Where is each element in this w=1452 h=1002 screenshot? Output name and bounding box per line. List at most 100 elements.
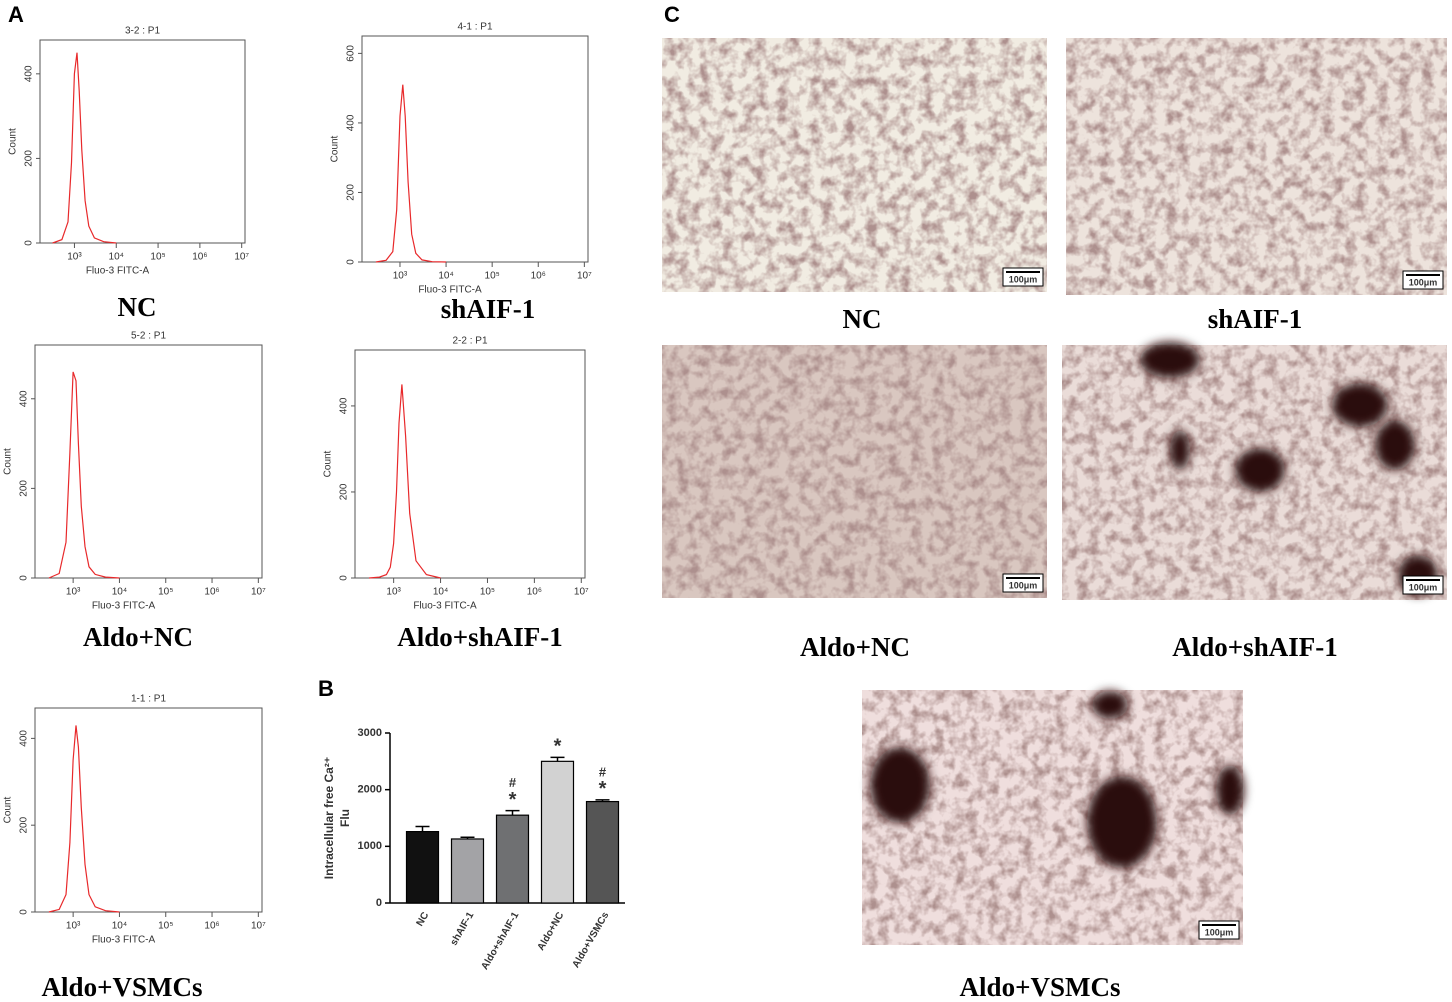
y-axis-label: Intracellular free Ca²⁺ bbox=[322, 757, 336, 879]
x-axis-label: Fluo-3 FITC-A bbox=[413, 601, 477, 612]
calcified-nodule bbox=[1375, 420, 1415, 470]
x-tick-label: 10⁴ bbox=[112, 587, 127, 598]
x-tick-label: 10³ bbox=[66, 921, 81, 932]
y-tick-label: 400 bbox=[19, 390, 30, 407]
calcified-nodule bbox=[1170, 430, 1190, 470]
scale-bar-label: 100μm bbox=[1409, 582, 1438, 592]
x-tick-label: 10⁵ bbox=[485, 271, 500, 282]
y-axis-label: Count bbox=[3, 796, 14, 823]
x-tick-label: 10⁶ bbox=[192, 252, 207, 263]
bar bbox=[405, 830, 440, 904]
x-tick-label: 10⁴ bbox=[433, 587, 448, 598]
y-axis-label: Count bbox=[3, 448, 14, 475]
x-axis-label: Fluo-3 FITC-A bbox=[92, 601, 156, 612]
x-axis-label: Fluo-3 FITC-A bbox=[92, 935, 156, 946]
y-tick-label: 200 bbox=[339, 483, 350, 500]
y-axis-label: Count bbox=[330, 135, 341, 162]
plot-title: 5-2 : P1 bbox=[131, 331, 166, 342]
micrograph-texture bbox=[862, 690, 1243, 945]
x-tick-label: 10³ bbox=[393, 271, 408, 282]
bar bbox=[585, 800, 620, 904]
y-tick-label: 3000 bbox=[358, 727, 382, 739]
x-tick-label: NC bbox=[415, 910, 432, 928]
x-tick-label: 10⁵ bbox=[158, 921, 173, 932]
histogram-line bbox=[48, 725, 120, 913]
calcified-nodule bbox=[1092, 691, 1128, 719]
plot-title: 1-1 : P1 bbox=[131, 694, 166, 705]
calcified-nodule bbox=[1140, 342, 1200, 378]
y-tick-label: 1000 bbox=[358, 840, 382, 852]
histogram-line bbox=[369, 384, 441, 579]
significance-marker: # bbox=[509, 775, 517, 790]
x-tick-label: 10⁷ bbox=[251, 587, 266, 598]
y-tick-label: 200 bbox=[19, 480, 30, 497]
histogram-line bbox=[375, 84, 447, 263]
bar bbox=[495, 814, 530, 904]
x-tick-label: 10⁷ bbox=[251, 921, 266, 932]
plot-frame bbox=[34, 707, 263, 913]
y-tick-label: 0 bbox=[19, 909, 30, 915]
x-tick-label: Aldo+VSMCs bbox=[571, 910, 612, 970]
y-tick-label: 200 bbox=[19, 816, 30, 833]
y-tick-label: 2000 bbox=[358, 784, 382, 796]
x-tick-label: Aldo+NC bbox=[536, 910, 567, 952]
x-tick-label: 10⁵ bbox=[480, 587, 495, 598]
micrograph-caption: NC bbox=[843, 304, 882, 334]
bar bbox=[540, 760, 575, 904]
y-tick-label: 0 bbox=[19, 575, 30, 581]
micrograph-texture bbox=[662, 345, 1047, 598]
plot-title: 4-1 : P1 bbox=[457, 22, 492, 33]
x-tick-label: shAIF-1 bbox=[449, 910, 477, 948]
plot-title: 3-2 : P1 bbox=[125, 26, 160, 37]
x-tick-label: 10⁴ bbox=[112, 921, 127, 932]
histogram-caption: Aldo+NC bbox=[83, 622, 193, 652]
y-tick-label: 400 bbox=[24, 65, 35, 82]
x-tick-label: 10⁶ bbox=[531, 271, 546, 282]
plot-frame bbox=[361, 35, 589, 263]
y-tick-label: 0 bbox=[346, 259, 357, 265]
significance-marker: # bbox=[599, 764, 607, 779]
histogram-caption: shAIF-1 bbox=[441, 294, 536, 324]
y-tick-label: 200 bbox=[346, 184, 357, 201]
y-tick-label: 600 bbox=[346, 45, 357, 62]
scale-bar-label: 100μm bbox=[1009, 274, 1038, 284]
significance-marker: * bbox=[599, 778, 607, 800]
x-tick-label: 10⁴ bbox=[438, 271, 453, 282]
x-tick-label: 10³ bbox=[67, 252, 82, 263]
panel-label: A bbox=[8, 2, 24, 27]
calcified-nodule bbox=[1216, 765, 1244, 815]
calcified-nodule bbox=[870, 747, 930, 823]
micrograph-caption: shAIF-1 bbox=[1208, 304, 1303, 334]
x-tick-label: Aldo+shAIF-1 bbox=[479, 910, 521, 972]
x-tick-label: 10⁶ bbox=[204, 587, 219, 598]
y-axis-label: Count bbox=[323, 450, 334, 477]
x-tick-label: 10³ bbox=[386, 587, 401, 598]
panel-label: C bbox=[664, 2, 680, 27]
x-tick-label: 10⁷ bbox=[577, 271, 592, 282]
x-tick-label: 10⁶ bbox=[204, 921, 219, 932]
y-tick-label: 0 bbox=[339, 575, 350, 581]
y-tick-label: 0 bbox=[24, 240, 35, 246]
plot-frame bbox=[39, 39, 246, 244]
calcified-nodule bbox=[1332, 383, 1388, 427]
micrograph-caption: Aldo+VSMCs bbox=[960, 972, 1121, 1002]
y-axis-label: Flu bbox=[338, 809, 352, 827]
x-tick-label: 10⁴ bbox=[109, 252, 124, 263]
significance-marker: * bbox=[509, 789, 517, 811]
y-tick-label: 400 bbox=[339, 397, 350, 414]
calcified-nodule bbox=[1087, 776, 1157, 868]
micrograph-caption: Aldo+NC bbox=[800, 632, 910, 662]
plot-frame bbox=[354, 349, 586, 579]
y-tick-label: 0 bbox=[376, 897, 382, 909]
scale-bar-label: 100μm bbox=[1205, 927, 1234, 937]
x-tick-label: 10⁵ bbox=[150, 252, 165, 263]
x-axis-label: Fluo-3 FITC-A bbox=[86, 266, 150, 277]
scale-bar-label: 100μm bbox=[1009, 580, 1038, 590]
y-tick-label: 400 bbox=[346, 114, 357, 131]
micrograph-caption: Aldo+shAIF-1 bbox=[1172, 632, 1337, 662]
calcified-nodule bbox=[1235, 448, 1285, 492]
x-tick-label: 10⁶ bbox=[527, 587, 542, 598]
bar bbox=[450, 838, 485, 904]
y-tick-label: 200 bbox=[24, 150, 35, 167]
